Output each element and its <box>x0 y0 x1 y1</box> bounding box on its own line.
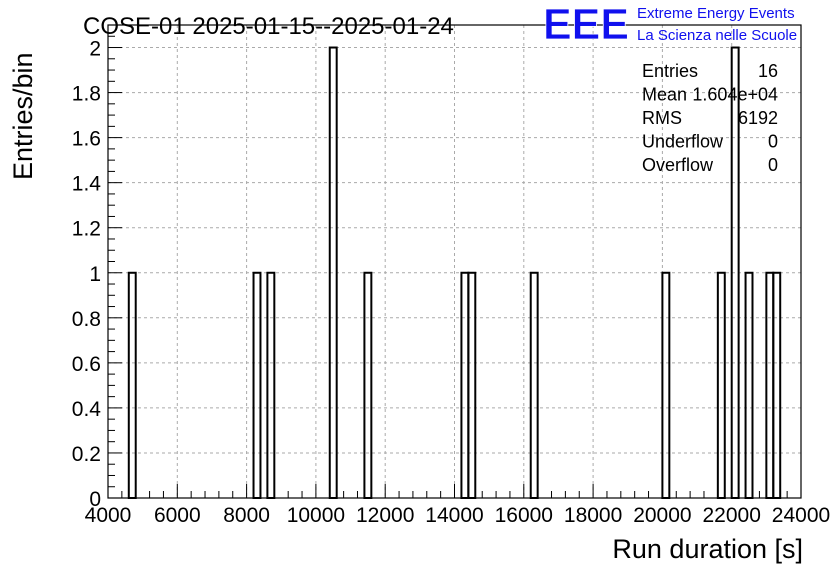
histogram-bin <box>765 271 775 499</box>
stats-value: 6192 <box>738 108 778 128</box>
stats-label: Entries <box>642 61 698 81</box>
x-tick-label: 14000 <box>425 504 483 527</box>
y-axis-label: Entries/bin <box>8 52 38 180</box>
histogram-bin <box>127 271 137 499</box>
y-tick-label: 1.8 <box>72 83 101 106</box>
x-tick-label: 22000 <box>702 504 760 527</box>
y-tick-label: 0.4 <box>72 398 102 421</box>
histogram-bin <box>529 271 539 499</box>
y-tick-label: 1.6 <box>72 128 101 151</box>
stats-label: Mean <box>642 85 687 105</box>
stats-label: RMS <box>642 108 682 128</box>
eee-logo-line1: Extreme Energy Events <box>637 5 795 22</box>
histogram-bin <box>716 271 726 499</box>
stats-value: 0 <box>768 155 778 175</box>
histogram-bin <box>467 271 477 499</box>
histogram-bin <box>266 271 276 499</box>
x-axis-label: Run duration [s] <box>612 534 803 564</box>
histogram-bin <box>744 271 754 499</box>
stats-value: 0 <box>768 132 778 152</box>
histogram-bin <box>661 271 671 499</box>
y-tick-label: 0.8 <box>72 308 101 331</box>
stats-label: Overflow <box>642 155 714 175</box>
stats-box: Entries 16 Mean 1.604e+04 RMS 6192 Underflow 0 O… <box>642 61 778 175</box>
eee-logo-mark: EEE <box>543 0 629 49</box>
y-tick-label: 1.2 <box>72 218 101 241</box>
y-tick-label: 0.2 <box>72 443 101 466</box>
chart-title: COSE-01 2025-01-15--2025-01-24 <box>83 13 454 40</box>
y-tick-label: 0 <box>89 488 101 511</box>
histogram-bin <box>460 271 470 499</box>
x-tick-label: 4000 <box>85 504 132 527</box>
histogram-bin <box>363 271 373 499</box>
x-tick-label: 24000 <box>772 504 830 527</box>
x-tick-label: 8000 <box>223 504 270 527</box>
y-tick-label: 1 <box>89 263 101 286</box>
stats-value: 16 <box>758 61 778 81</box>
x-tick-label: 20000 <box>633 504 691 527</box>
x-tick-label: 18000 <box>564 504 622 527</box>
y-tick-label: 0.6 <box>72 353 101 376</box>
y-tick-label: 1.4 <box>72 173 102 196</box>
x-tick-label: 16000 <box>495 504 553 527</box>
histogram-bin <box>252 271 262 499</box>
eee-logo: EEE Extreme Energy Events La Scienza nel… <box>543 0 798 49</box>
histogram-bin <box>772 271 782 499</box>
y-tick-label: 2 <box>89 38 101 61</box>
stats-value: 1.604e+04 <box>692 85 778 105</box>
x-tick-label: 10000 <box>287 504 345 527</box>
stats-label: Underflow <box>642 132 724 152</box>
x-tick-label: 6000 <box>154 504 201 527</box>
x-tick-label: 12000 <box>356 504 414 527</box>
eee-logo-line2: La Scienza nelle Scuole <box>637 27 797 44</box>
axes-layer: 4000 6000 8000 10000 12000 14000 16000 18000 200… <box>72 24 830 527</box>
